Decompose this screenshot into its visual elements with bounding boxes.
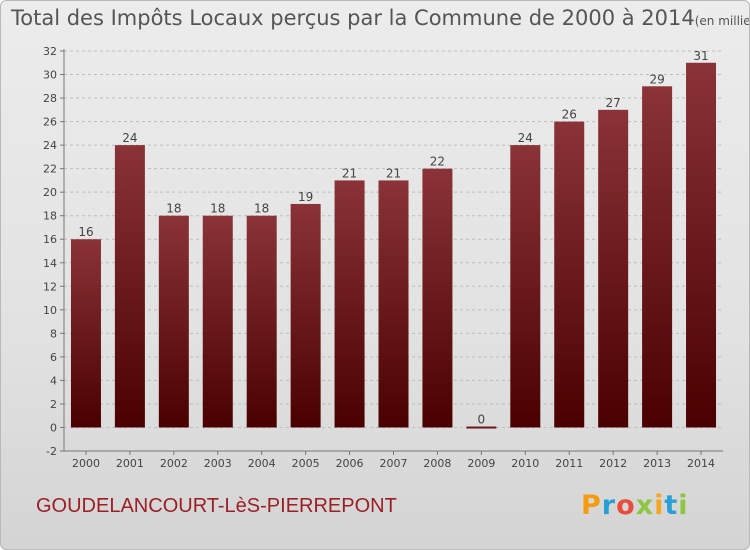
- y-tick-label: 20: [43, 186, 57, 199]
- x-tick-label: 2006: [336, 457, 364, 470]
- logo-letter: i: [678, 490, 689, 521]
- data-label: 29: [649, 72, 664, 86]
- data-label: 16: [78, 225, 93, 239]
- bar-2000: [70, 239, 101, 428]
- bar-2013: [642, 86, 673, 428]
- bar-chart: -202468101214161820222426283032162000242…: [43, 45, 723, 470]
- x-tick-label: 2002: [160, 457, 188, 470]
- x-tick-label: 2005: [292, 457, 320, 470]
- y-tick-label: 6: [50, 351, 57, 364]
- bar-2007: [378, 180, 409, 428]
- logo-letter: o: [616, 490, 636, 521]
- commune-name: GOUDELANCOURT-LèS-PIERREPONT: [36, 495, 397, 517]
- data-label: 0: [478, 412, 486, 426]
- x-tick-label: 2009: [467, 457, 495, 470]
- y-tick-label: 4: [50, 374, 57, 387]
- x-tick-label: 2008: [423, 457, 451, 470]
- y-tick-label: 30: [43, 69, 57, 82]
- y-tick-label: 28: [43, 92, 57, 105]
- y-tick-label: 22: [43, 163, 57, 176]
- data-label: 27: [606, 96, 621, 110]
- x-tick-label: 2000: [72, 457, 100, 470]
- data-label: 21: [342, 166, 357, 180]
- bar-2012: [598, 109, 629, 428]
- bar-2009: [466, 426, 497, 429]
- unit-note: (en milliers d'€): [694, 14, 750, 28]
- proxiti-logo: Proxiti: [581, 490, 689, 521]
- logo-letter: i: [654, 490, 665, 521]
- y-tick-label: 32: [43, 45, 57, 58]
- bar-2011: [554, 121, 585, 428]
- x-tick-label: 2001: [116, 457, 144, 470]
- y-tick-label: -2: [46, 445, 57, 458]
- x-tick-label: 2007: [380, 457, 408, 470]
- x-tick-label: 2013: [643, 457, 671, 470]
- y-tick-label: 12: [43, 280, 57, 293]
- y-tick-label: 24: [43, 139, 57, 152]
- chart-title-text: Total des Impôts Locaux perçus par la Co…: [11, 6, 695, 30]
- data-label: 18: [210, 202, 225, 216]
- y-tick-label: 0: [50, 421, 57, 434]
- bar-2006: [334, 180, 365, 428]
- bar-2014: [686, 62, 717, 428]
- logo-letter: t: [664, 490, 679, 521]
- bar-2008: [422, 168, 453, 428]
- y-tick-label: 18: [43, 210, 57, 223]
- y-tick-label: 2: [50, 398, 57, 411]
- data-label: 24: [122, 131, 137, 145]
- data-label: 22: [430, 155, 445, 169]
- data-label: 26: [562, 108, 577, 122]
- x-tick-label: 2011: [555, 457, 583, 470]
- x-tick-label: 2003: [204, 457, 232, 470]
- bar-2004: [246, 215, 277, 428]
- y-tick-label: 10: [43, 304, 57, 317]
- y-tick-label: 26: [43, 116, 57, 129]
- chart-title: Total des Impôts Locaux perçus par la Co…: [11, 6, 750, 30]
- data-label: 19: [298, 190, 313, 204]
- y-tick-label: 16: [43, 233, 57, 246]
- bar-2003: [202, 215, 233, 428]
- data-label: 21: [386, 166, 401, 180]
- x-tick-label: 2012: [599, 457, 627, 470]
- bar-2010: [510, 145, 541, 428]
- bar-2005: [290, 203, 321, 428]
- bar-2002: [158, 215, 189, 428]
- y-tick-label: 14: [43, 257, 57, 270]
- data-label: 18: [254, 202, 269, 216]
- logo-letter: P: [581, 490, 602, 521]
- data-label: 18: [166, 202, 181, 216]
- x-tick-label: 2010: [511, 457, 539, 470]
- y-tick-label: 8: [50, 327, 57, 340]
- data-label: 31: [693, 49, 708, 63]
- bar-2001: [114, 145, 145, 428]
- x-tick-label: 2004: [248, 457, 276, 470]
- x-tick-label: 2014: [687, 457, 715, 470]
- data-label: 24: [518, 131, 533, 145]
- logo-letter: r: [601, 490, 617, 521]
- logo-letter: x: [635, 490, 655, 521]
